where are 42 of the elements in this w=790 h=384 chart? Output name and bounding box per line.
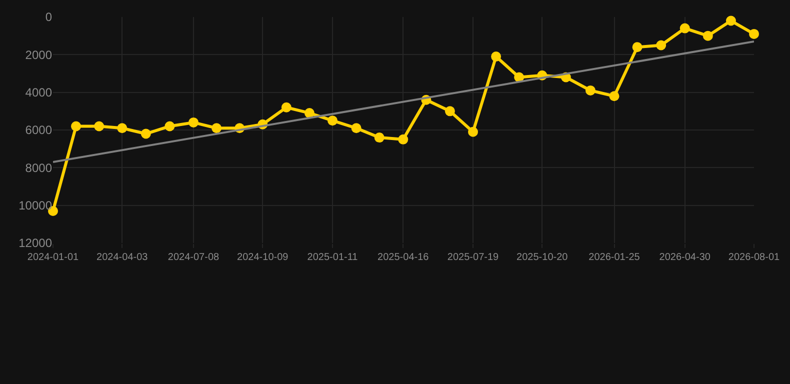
y-tick-label: 10000 xyxy=(18,198,52,213)
point xyxy=(656,40,666,50)
point xyxy=(117,123,128,134)
point xyxy=(726,16,736,26)
x-tick-label: 2024-07-08 xyxy=(168,252,220,263)
y-tick-label: 12000 xyxy=(18,236,52,250)
x-tick-label: 2024-04-03 xyxy=(96,252,148,263)
x-tick-label: 2025-10-20 xyxy=(516,252,568,263)
point xyxy=(71,121,82,132)
point xyxy=(374,132,384,143)
x-tick-label: 2025-07-19 xyxy=(447,252,500,263)
point xyxy=(351,123,362,134)
x-tick-label: 2025-01-11 xyxy=(307,252,358,263)
y-tick-label: 2000 xyxy=(25,48,52,62)
x-tick-label: 2026-04-30 xyxy=(659,252,711,263)
x-tick-label: 2025-04-16 xyxy=(378,252,430,263)
point xyxy=(212,123,222,134)
x-tick-label: 2026-01-25 xyxy=(588,252,640,263)
point xyxy=(702,30,713,41)
point xyxy=(94,121,104,132)
point xyxy=(585,85,596,96)
point xyxy=(609,91,620,102)
point xyxy=(281,102,292,112)
point xyxy=(140,128,151,139)
y-tick-label: 0 xyxy=(45,10,52,24)
x-tick-label: 2026-08-01 xyxy=(728,252,780,263)
x-tick-label: 2024-01-01 xyxy=(27,252,80,263)
point xyxy=(632,42,642,52)
point xyxy=(328,116,338,126)
point xyxy=(444,106,455,116)
x-tick-label: 2024-10-09 xyxy=(237,252,289,263)
point xyxy=(398,134,408,144)
point xyxy=(188,117,198,128)
point xyxy=(304,108,314,118)
point xyxy=(680,23,690,34)
point xyxy=(468,126,478,137)
point xyxy=(164,121,175,132)
point xyxy=(749,28,759,39)
y-tick-label: 6000 xyxy=(25,123,52,138)
y-tick-label: 4000 xyxy=(25,86,52,100)
y-tick-label: 8000 xyxy=(25,160,52,175)
point xyxy=(491,52,502,62)
